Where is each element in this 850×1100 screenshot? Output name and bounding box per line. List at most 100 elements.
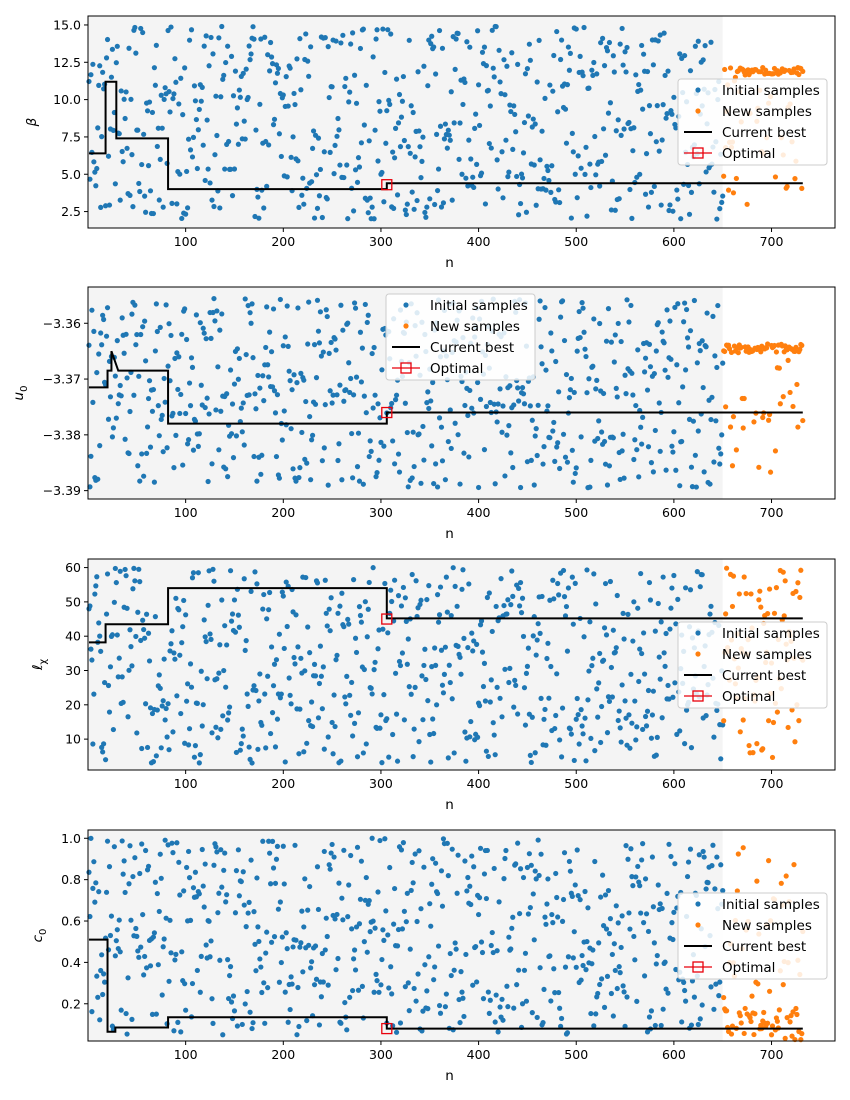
initial-sample-point xyxy=(242,136,248,142)
initial-sample-point xyxy=(297,706,303,712)
initial-sample-point xyxy=(543,187,549,193)
initial-sample-point xyxy=(407,150,413,156)
initial-sample-point xyxy=(284,623,290,630)
initial-sample-point xyxy=(640,414,646,420)
initial-sample-point xyxy=(168,332,174,339)
initial-sample-point xyxy=(374,978,380,984)
initial-sample-point xyxy=(494,684,500,690)
initial-sample-point xyxy=(619,448,625,454)
initial-sample-point xyxy=(116,655,122,661)
new-sample-point xyxy=(787,389,793,396)
initial-sample-point xyxy=(143,358,149,364)
initial-sample-point xyxy=(135,609,141,615)
initial-sample-point xyxy=(437,123,444,129)
new-sample-point xyxy=(738,344,744,350)
initial-sample-point xyxy=(534,637,540,643)
initial-sample-point xyxy=(309,723,316,730)
y-tick-label: 0.8 xyxy=(61,872,81,887)
initial-sample-point xyxy=(428,923,434,929)
initial-sample-point xyxy=(516,398,522,404)
initial-sample-point xyxy=(528,457,534,463)
initial-sample-point xyxy=(409,571,415,578)
initial-sample-point xyxy=(371,216,377,222)
initial-sample-point xyxy=(281,645,287,652)
initial-sample-point xyxy=(567,50,573,57)
initial-sample-point xyxy=(688,1022,695,1028)
initial-sample-point xyxy=(401,908,407,914)
initial-sample-point xyxy=(496,899,502,905)
initial-sample-point xyxy=(440,200,447,206)
initial-sample-point xyxy=(295,158,301,164)
initial-sample-point xyxy=(309,437,315,443)
initial-sample-point xyxy=(471,864,477,870)
initial-sample-point xyxy=(589,663,595,669)
initial-sample-point xyxy=(222,166,228,172)
initial-sample-point xyxy=(498,576,504,582)
initial-sample-point xyxy=(130,586,136,592)
x-tick-label: 200 xyxy=(271,776,295,791)
initial-sample-point xyxy=(672,861,678,867)
new-sample-point xyxy=(756,464,762,470)
initial-sample-point xyxy=(425,83,431,89)
initial-sample-point xyxy=(509,568,515,574)
initial-sample-point xyxy=(497,1004,503,1010)
x-axis-label: n xyxy=(445,1068,454,1084)
initial-sample-point xyxy=(92,899,98,905)
initial-sample-point xyxy=(99,134,105,140)
initial-sample-point xyxy=(421,864,427,870)
initial-sample-point xyxy=(564,648,571,654)
initial-sample-point xyxy=(652,1022,658,1029)
initial-sample-point xyxy=(394,943,401,949)
initial-sample-point xyxy=(527,57,533,63)
initial-sample-point xyxy=(172,355,178,362)
initial-sample-point xyxy=(166,747,172,753)
initial-sample-point xyxy=(638,424,644,430)
x-tick-label: 400 xyxy=(467,505,491,520)
x-tick-label: 600 xyxy=(662,1047,686,1062)
initial-sample-point xyxy=(150,759,157,765)
initial-sample-point xyxy=(386,97,392,104)
initial-sample-point xyxy=(607,916,614,922)
initial-sample-point xyxy=(459,586,465,592)
initial-sample-point xyxy=(291,654,297,661)
new-sample-point xyxy=(757,588,763,594)
initial-sample-point xyxy=(491,865,497,872)
initial-sample-point xyxy=(432,964,438,970)
initial-sample-point xyxy=(383,140,389,146)
initial-sample-point xyxy=(695,1021,701,1028)
initial-sample-point xyxy=(500,195,506,201)
initial-sample-point xyxy=(620,610,626,617)
initial-sample-point xyxy=(418,480,424,486)
initial-sample-point xyxy=(90,61,96,67)
initial-sample-point xyxy=(97,1017,103,1023)
initial-sample-point xyxy=(257,101,263,107)
initial-sample-point xyxy=(658,1022,664,1029)
initial-sample-point xyxy=(160,204,166,210)
initial-sample-point xyxy=(645,444,652,450)
initial-sample-point xyxy=(196,431,202,437)
initial-sample-point xyxy=(178,1029,184,1035)
initial-sample-point xyxy=(381,199,387,205)
initial-sample-point xyxy=(364,319,370,326)
legend-label: Current best xyxy=(722,939,806,955)
initial-sample-point xyxy=(545,167,551,174)
initial-sample-point xyxy=(241,442,247,448)
new-sample-point xyxy=(729,463,736,469)
panel-beta: 100 200 300 400 500 600 700n2.55.07.510.012.51… xyxy=(24,15,836,271)
initial-sample-point xyxy=(459,171,465,177)
initial-sample-point xyxy=(714,854,720,860)
initial-sample-point xyxy=(153,1011,159,1017)
initial-sample-point xyxy=(139,841,145,847)
initial-sample-point xyxy=(147,705,154,711)
initial-sample-point xyxy=(185,136,192,142)
initial-sample-point xyxy=(681,979,687,985)
y-tick-label: 7.5 xyxy=(61,129,81,144)
legend-label: Optimal xyxy=(430,361,483,377)
initial-sample-point xyxy=(627,926,633,932)
initial-sample-point xyxy=(107,932,114,939)
initial-sample-point xyxy=(542,95,548,101)
initial-sample-point xyxy=(103,611,110,617)
initial-sample-point xyxy=(621,989,627,995)
new-sample-point xyxy=(799,342,805,348)
y-tick-label: 10.0 xyxy=(53,92,81,107)
